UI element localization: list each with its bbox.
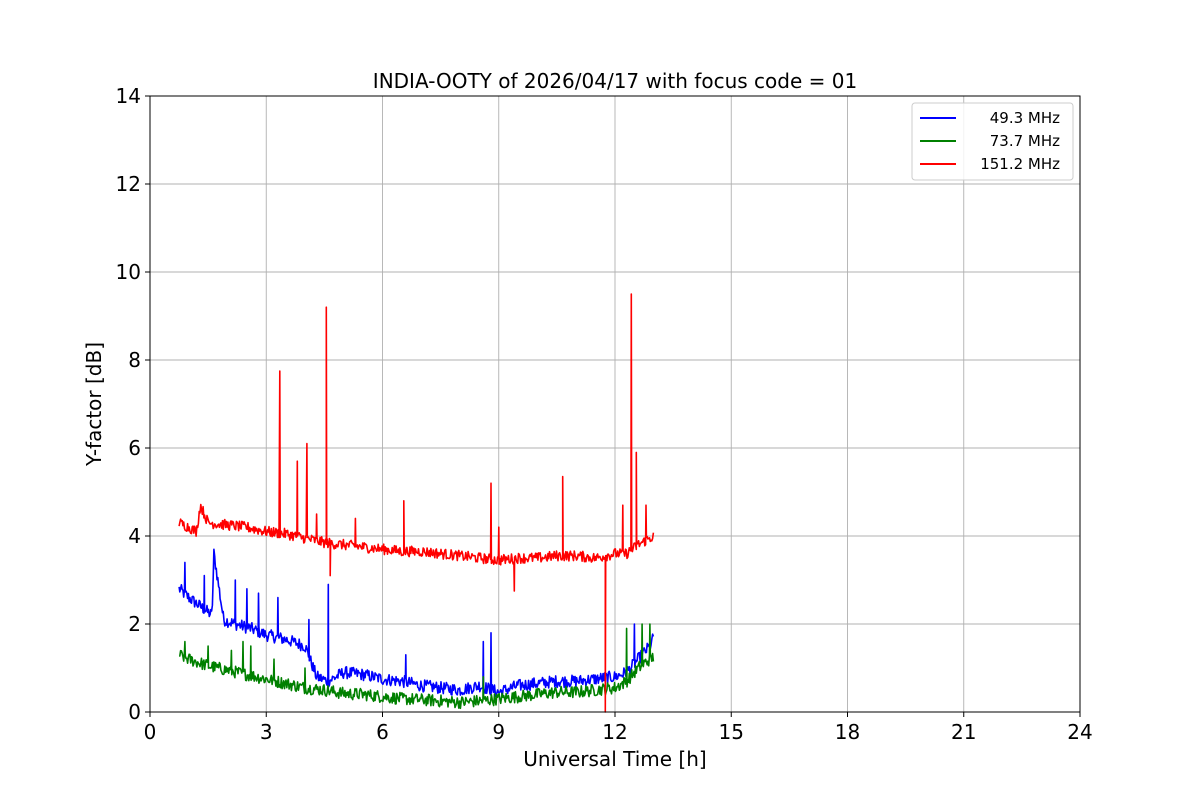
y-tick-label: 0 — [128, 700, 141, 724]
series-layer — [178, 293, 655, 713]
legend-label: 151.2 MHz — [980, 155, 1060, 173]
x-tick-label: 3 — [260, 720, 273, 744]
x-tick-label: 0 — [144, 720, 157, 744]
y-tick-label: 8 — [128, 348, 141, 372]
legend-box — [911, 102, 1074, 181]
y-tick-label: 2 — [128, 612, 141, 636]
x-tick-label: 12 — [602, 720, 627, 744]
series-49-3-mhz — [178, 548, 655, 698]
series-line — [178, 623, 655, 710]
chart-title: INDIA-OOTY of 2026/04/17 with focus code… — [373, 69, 857, 93]
series-73-7-mhz — [178, 623, 655, 710]
y-tick-label: 10 — [116, 260, 141, 284]
legend: 49.3 MHz 73.7 MHz 151.2 MHz — [911, 102, 1074, 181]
y-tick-label: 4 — [128, 524, 141, 548]
y-axis-label: Y-factor [dB] — [82, 342, 106, 467]
y-tick-label: 14 — [116, 84, 141, 108]
x-tick-label: 24 — [1067, 720, 1092, 744]
legend-label: 49.3 MHz — [990, 109, 1060, 127]
x-tick-label: 9 — [492, 720, 505, 744]
y-tick-label: 12 — [116, 172, 141, 196]
series-151-2-mhz — [178, 293, 655, 713]
grid — [149, 95, 1081, 713]
y-tick-label: 6 — [128, 436, 141, 460]
x-tick-label: 21 — [951, 720, 976, 744]
series-line — [178, 293, 655, 713]
x-tick-label: 15 — [719, 720, 744, 744]
series-line — [178, 548, 655, 698]
x-tick-label: 18 — [835, 720, 860, 744]
x-tick-label: 6 — [376, 720, 389, 744]
legend-label: 73.7 MHz — [990, 132, 1060, 150]
x-axis-ticks: 0 3 6 9 12 15 18 21 24 — [144, 712, 1093, 744]
x-axis-label: Universal Time [h] — [523, 747, 706, 771]
y-axis-ticks: 0 2 4 6 8 10 12 14 — [116, 84, 150, 724]
